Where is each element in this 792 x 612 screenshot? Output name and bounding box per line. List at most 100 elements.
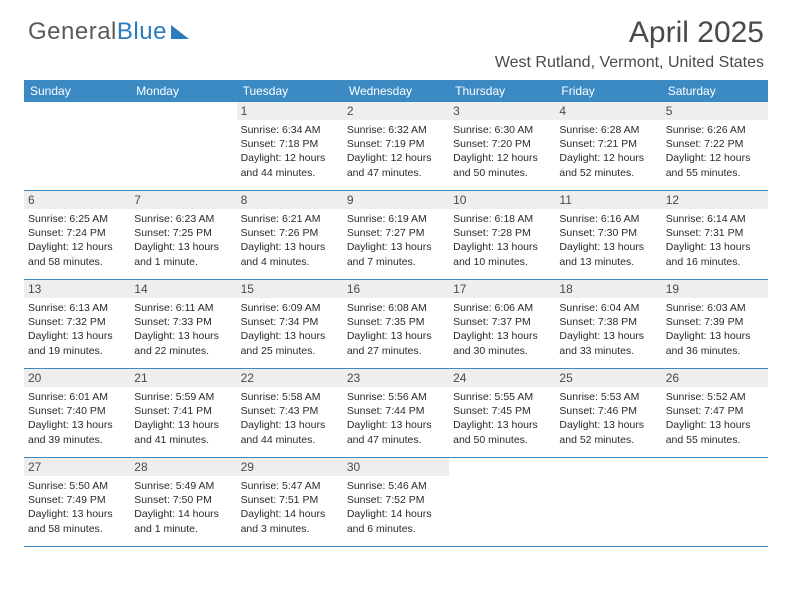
day-cell: 1Sunrise: 6:34 AMSunset: 7:18 PMDaylight…	[237, 102, 343, 190]
day-info: Sunrise: 6:25 AMSunset: 7:24 PMDaylight:…	[28, 212, 126, 269]
daylight-text: Daylight: 13 hours and 41 minutes.	[134, 418, 232, 446]
daylight-text: Daylight: 12 hours and 50 minutes.	[453, 151, 551, 179]
sunset-text: Sunset: 7:26 PM	[241, 226, 339, 240]
location-subtitle: West Rutland, Vermont, United States	[495, 54, 764, 72]
day-number: 10	[449, 191, 555, 209]
day-cell	[130, 102, 236, 190]
day-number: 16	[343, 280, 449, 298]
daylight-text: Daylight: 14 hours and 3 minutes.	[241, 507, 339, 535]
day-cell: 25Sunrise: 5:53 AMSunset: 7:46 PMDayligh…	[555, 369, 661, 457]
day-info: Sunrise: 5:56 AMSunset: 7:44 PMDaylight:…	[347, 390, 445, 447]
sunrise-text: Sunrise: 6:04 AM	[559, 301, 657, 315]
sunset-text: Sunset: 7:49 PM	[28, 493, 126, 507]
sunset-text: Sunset: 7:38 PM	[559, 315, 657, 329]
sunset-text: Sunset: 7:46 PM	[559, 404, 657, 418]
logo-text: GeneralBlue	[28, 18, 167, 46]
day-number: 24	[449, 369, 555, 387]
sunset-text: Sunset: 7:32 PM	[28, 315, 126, 329]
day-cell: 20 Sunrise: 6:01 AMSunset: 7:40 PMDayligh…	[24, 369, 130, 457]
sunset-text: Sunset: 7:44 PM	[347, 404, 445, 418]
day-info: Sunrise: 5:59 AMSunset: 7:41 PMDaylight:…	[134, 390, 232, 447]
day-number: 27	[24, 458, 130, 476]
day-cell: 13Sunrise: 6:13 AMSunset: 7:32 PMDayligh…	[24, 280, 130, 368]
day-cell: 19 Sunrise: 6:03 AMSunset: 7:39 PMDayligh…	[662, 280, 768, 368]
daylight-text: Daylight: 13 hours and 33 minutes.	[559, 329, 657, 357]
day-cell: 5Sunrise: 6:26 AMSunset: 7:22 PMDaylight…	[662, 102, 768, 190]
day-number: 9	[343, 191, 449, 209]
day-number: 13	[24, 280, 130, 298]
day-info: Sunrise: 5:55 AMSunset: 7:45 PMDaylight:…	[453, 390, 551, 447]
day-number: 22	[237, 369, 343, 387]
day-cell	[24, 102, 130, 190]
daylight-text: Daylight: 12 hours and 58 minutes.	[28, 240, 126, 268]
sunrise-text: Sunrise: 6:30 AM	[453, 123, 551, 137]
sunset-text: Sunset: 7:51 PM	[241, 493, 339, 507]
day-number: 11	[555, 191, 661, 209]
day-info: Sunrise: 5:52 AMSunset: 7:47 PMDaylight:…	[666, 390, 764, 447]
day-info: Sunrise: 6:18 AMSunset: 7:28 PMDaylight:…	[453, 212, 551, 269]
day-info: Sunrise: 6:30 AMSunset: 7:20 PMDaylight:…	[453, 123, 551, 180]
daylight-text: Daylight: 13 hours and 27 minutes.	[347, 329, 445, 357]
day-cell: 4Sunrise: 6:28 AMSunset: 7:21 PMDaylight…	[555, 102, 661, 190]
day-info: Sunrise: 5:47 AMSunset: 7:51 PMDaylight:…	[241, 479, 339, 536]
day-info: Sunrise: 6:09 AMSunset: 7:34 PMDaylight:…	[241, 301, 339, 358]
day-info: Sunrise: 6:08 AMSunset: 7:35 PMDaylight:…	[347, 301, 445, 358]
sunset-text: Sunset: 7:52 PM	[347, 493, 445, 507]
day-number: 1	[237, 102, 343, 120]
sunrise-text: Sunrise: 6:19 AM	[347, 212, 445, 226]
sunrise-text: Sunrise: 6:32 AM	[347, 123, 445, 137]
day-number: 3	[449, 102, 555, 120]
day-number: 19	[662, 280, 768, 298]
day-cell: 7 Sunrise: 6:23 AMSunset: 7:25 PMDaylight…	[130, 191, 236, 279]
sunset-text: Sunset: 7:45 PM	[453, 404, 551, 418]
sunrise-text: Sunrise: 6:09 AM	[241, 301, 339, 315]
logo: GeneralBlue	[28, 18, 189, 46]
day-number: 4	[555, 102, 661, 120]
day-cell: 23Sunrise: 5:56 AMSunset: 7:44 PMDayligh…	[343, 369, 449, 457]
day-cell	[555, 458, 661, 546]
daylight-text: Daylight: 13 hours and 25 minutes.	[241, 329, 339, 357]
day-cell: 11 Sunrise: 6:16 AMSunset: 7:30 PMDayligh…	[555, 191, 661, 279]
sunset-text: Sunset: 7:31 PM	[666, 226, 764, 240]
day-cell: 2Sunrise: 6:32 AMSunset: 7:19 PMDaylight…	[343, 102, 449, 190]
sunrise-text: Sunrise: 6:08 AM	[347, 301, 445, 315]
week-row: 13Sunrise: 6:13 AMSunset: 7:32 PMDayligh…	[24, 280, 768, 369]
sunrise-text: Sunrise: 5:55 AM	[453, 390, 551, 404]
day-info: Sunrise: 5:53 AMSunset: 7:46 PMDaylight:…	[559, 390, 657, 447]
day-cell: 6Sunrise: 6:25 AMSunset: 7:24 PMDaylight…	[24, 191, 130, 279]
daylight-text: Daylight: 14 hours and 6 minutes.	[347, 507, 445, 535]
day-cell: 28Sunrise: 5:49 AMSunset: 7:50 PMDayligh…	[130, 458, 236, 546]
weeks-container: 1Sunrise: 6:34 AMSunset: 7:18 PMDaylight…	[24, 102, 768, 547]
day-info: Sunrise: 6:01 AMSunset: 7:40 PMDaylight:…	[28, 390, 126, 447]
daylight-text: Daylight: 13 hours and 47 minutes.	[347, 418, 445, 446]
day-number: 17	[449, 280, 555, 298]
week-row: 27Sunrise: 5:50 AMSunset: 7:49 PMDayligh…	[24, 458, 768, 547]
daylight-text: Daylight: 13 hours and 55 minutes.	[666, 418, 764, 446]
logo-text-blue: Blue	[117, 18, 167, 45]
daylight-text: Daylight: 12 hours and 52 minutes.	[559, 151, 657, 179]
day-info: Sunrise: 5:46 AMSunset: 7:52 PMDaylight:…	[347, 479, 445, 536]
day-info: Sunrise: 6:03 AMSunset: 7:39 PMDaylight:…	[666, 301, 764, 358]
day-cell: 17Sunrise: 6:06 AMSunset: 7:37 PMDayligh…	[449, 280, 555, 368]
sunset-text: Sunset: 7:19 PM	[347, 137, 445, 151]
day-cell: 14Sunrise: 6:11 AMSunset: 7:33 PMDayligh…	[130, 280, 236, 368]
day-number: 7	[130, 191, 236, 209]
sunrise-text: Sunrise: 6:26 AM	[666, 123, 764, 137]
logo-triangle-icon	[171, 25, 189, 39]
daylight-text: Daylight: 13 hours and 10 minutes.	[453, 240, 551, 268]
day-header-sunday: Sunday	[24, 80, 130, 102]
day-info: Sunrise: 6:16 AMSunset: 7:30 PMDaylight:…	[559, 212, 657, 269]
sunset-text: Sunset: 7:43 PM	[241, 404, 339, 418]
day-number: 26	[662, 369, 768, 387]
day-info: Sunrise: 6:23 AMSunset: 7:25 PMDaylight:…	[134, 212, 232, 269]
calendar: Sunday Monday Tuesday Wednesday Thursday…	[24, 80, 768, 547]
sunrise-text: Sunrise: 6:11 AM	[134, 301, 232, 315]
day-number: 20	[24, 369, 130, 387]
sunset-text: Sunset: 7:21 PM	[559, 137, 657, 151]
day-info: Sunrise: 6:14 AMSunset: 7:31 PMDaylight:…	[666, 212, 764, 269]
day-info: Sunrise: 5:49 AMSunset: 7:50 PMDaylight:…	[134, 479, 232, 536]
daylight-text: Daylight: 12 hours and 44 minutes.	[241, 151, 339, 179]
day-cell: 30Sunrise: 5:46 AMSunset: 7:52 PMDayligh…	[343, 458, 449, 546]
day-cell: 8Sunrise: 6:21 AMSunset: 7:26 PMDaylight…	[237, 191, 343, 279]
sunset-text: Sunset: 7:22 PM	[666, 137, 764, 151]
